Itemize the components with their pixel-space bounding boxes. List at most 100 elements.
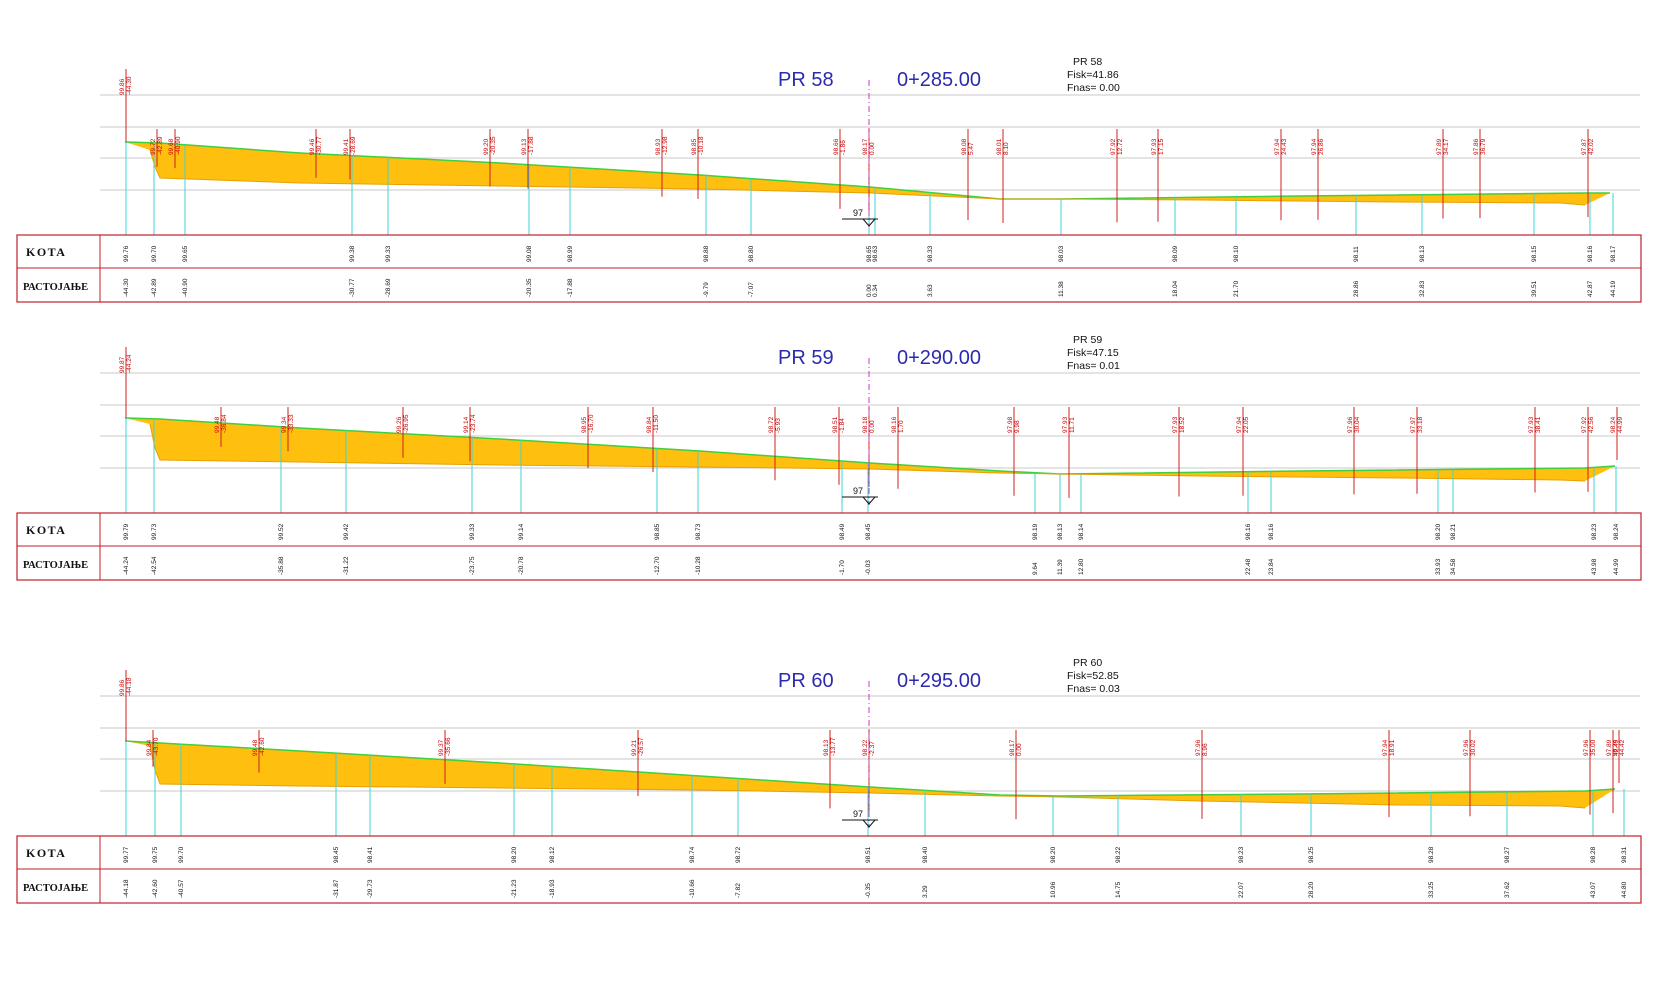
info-fisk: Fisk=52.85	[1067, 670, 1119, 682]
station-offset: -17.88	[528, 136, 535, 155]
kota-value: 99.42	[343, 523, 350, 540]
station-height: 98.17	[1009, 739, 1016, 756]
distance-value: 0.00	[866, 284, 873, 297]
info-name: PR 58	[1073, 56, 1102, 68]
station-offset: -40.90	[175, 136, 182, 155]
distance-value: -31.22	[343, 556, 350, 575]
profile-name: PR 59	[778, 347, 834, 369]
terrain-line	[124, 417, 1616, 475]
station-height: 98.66	[833, 138, 840, 155]
station-offset: -16.70	[588, 414, 595, 433]
profile-name: PR 60	[778, 670, 834, 692]
station-height: 98.24	[1610, 416, 1617, 433]
kota-value: 99.75	[152, 846, 159, 863]
kota-value: 98.28	[1428, 846, 1435, 863]
distance-value: 21.70	[1233, 280, 1240, 297]
station-height: 97.96	[1347, 416, 1354, 433]
distance-value: 10.96	[1050, 881, 1057, 898]
distance-value: 9.64	[1032, 562, 1039, 575]
station-height: 98.13	[823, 739, 830, 756]
kota-value: 98.27	[1504, 846, 1511, 863]
kota-value: 99.65	[182, 245, 189, 262]
profile-chainage: 0+295.00	[897, 670, 981, 692]
datum-label: 97	[853, 809, 863, 819]
station-offset: -13.77	[830, 737, 837, 756]
kota-value: 98.45	[865, 523, 872, 540]
row-label-kota: KOTA	[26, 245, 66, 259]
distance-value: -28.69	[385, 278, 392, 297]
kota-value: 98.13	[1419, 245, 1426, 262]
row-label-kota: KOTA	[26, 523, 66, 537]
station-height: 97.87	[1581, 138, 1588, 155]
distance-value: 42.87	[1587, 280, 1594, 297]
distance-value: 11.38	[1058, 281, 1065, 297]
kota-value: 98.28	[1590, 846, 1597, 863]
kota-value: 98.51	[865, 846, 872, 863]
kota-value: 98.33	[927, 245, 934, 262]
kota-value: 99.70	[151, 245, 158, 262]
station-offset: 0.00	[869, 420, 876, 433]
kota-value: 98.88	[703, 245, 710, 262]
kota-value: 99.33	[469, 523, 476, 540]
station-height: 99.68	[168, 138, 175, 155]
info-name: PR 60	[1073, 657, 1102, 669]
distance-value: -23.75	[469, 556, 476, 575]
distance-value: -40.57	[178, 879, 185, 898]
distance-value: -18.93	[549, 879, 556, 898]
station-offset: -43.70	[153, 737, 160, 756]
kota-value: 98.31	[1621, 846, 1628, 863]
station-height: 97.92	[1110, 138, 1117, 155]
distance-value: -35.88	[278, 556, 285, 575]
station-height: 98.16	[891, 416, 898, 433]
station-height: 97.94	[1274, 138, 1281, 155]
station-height: 99.13	[521, 138, 528, 155]
distance-value: 44.80	[1621, 881, 1628, 898]
kota-value: 98.13	[1057, 523, 1064, 540]
kota-value: 98.65	[866, 245, 873, 262]
row-label-distance: РАСТОЈАЊЕ	[23, 560, 88, 571]
station-height: 98.01	[996, 138, 1003, 155]
station-height: 98.24	[1612, 739, 1619, 756]
cut-fill-area	[125, 741, 1615, 808]
station-offset: -44.30	[126, 76, 133, 95]
station-height: 98.84	[646, 416, 653, 433]
distance-value: 43.07	[1590, 881, 1597, 898]
cut-fill-area	[125, 418, 1615, 481]
profile-chainage: 0+285.00	[897, 69, 981, 91]
station-offset: -36.84	[221, 414, 228, 433]
station-offset: 34.17	[1443, 138, 1450, 155]
station-offset: 12.72	[1117, 138, 1124, 155]
station-height: 97.89	[1606, 739, 1613, 756]
kota-value: 98.20	[511, 846, 518, 863]
station-offset: 26.86	[1318, 138, 1325, 155]
kota-value: 98.99	[567, 245, 574, 262]
station-height: 99.84	[146, 739, 153, 756]
station-height: 99.86	[119, 679, 126, 696]
station-height: 97.86	[1473, 138, 1480, 155]
kota-value: 99.76	[123, 245, 130, 262]
station-height: 97.94	[1382, 739, 1389, 756]
station-offset: -10.18	[698, 136, 705, 155]
station-offset: 30.02	[1470, 739, 1477, 756]
station-height: 99.21	[631, 739, 638, 756]
station-height: 98.08	[961, 138, 968, 155]
row-label-kota: KOTA	[26, 846, 66, 860]
station-height: 97.92	[1581, 416, 1588, 433]
station-height: 98.95	[581, 416, 588, 433]
distance-value: 37.62	[1504, 881, 1511, 898]
design-line	[149, 745, 1586, 809]
datum-triangle	[861, 496, 877, 505]
distance-value: 3.29	[922, 885, 929, 898]
station-offset: -42.60	[259, 737, 266, 756]
kota-value: 99.14	[518, 523, 525, 540]
info-fnas: Fnas= 0.01	[1067, 360, 1120, 372]
info-name: PR 59	[1073, 334, 1102, 346]
station-height: 97.93	[1528, 416, 1535, 433]
distance-value: 34.58	[1450, 558, 1457, 575]
station-height: 97.96	[1583, 739, 1590, 756]
design-line	[149, 423, 1586, 482]
station-height: 99.86	[119, 78, 126, 95]
station-offset: 11.71	[1069, 417, 1076, 433]
